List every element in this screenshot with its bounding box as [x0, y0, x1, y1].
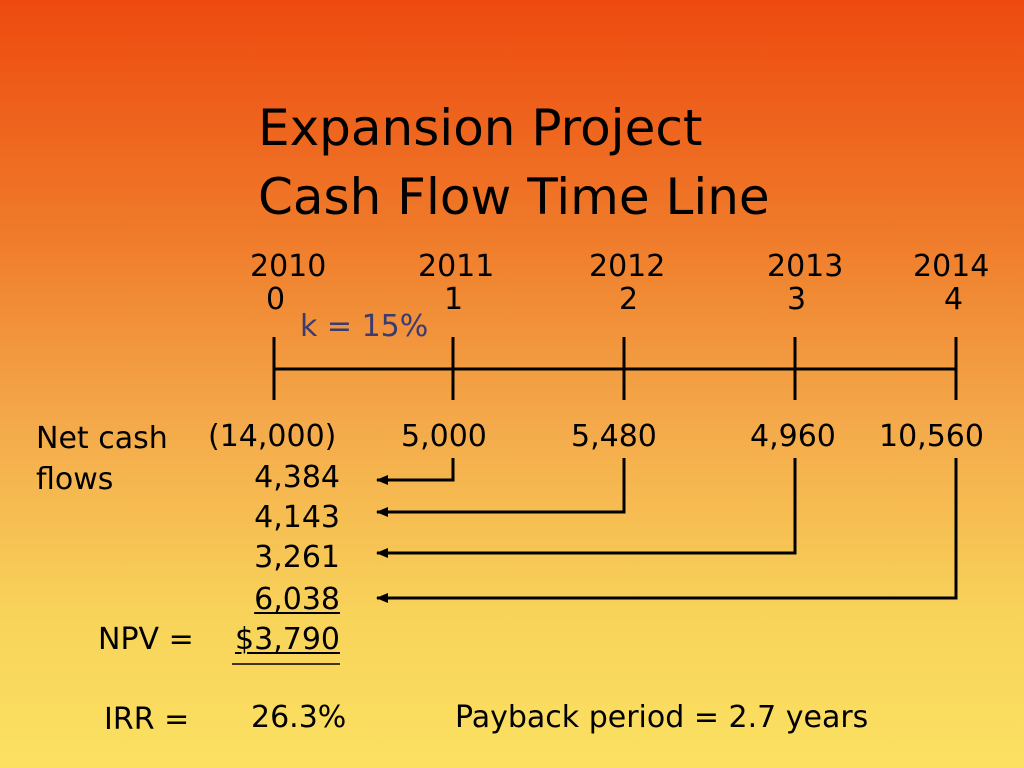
cash-flow-1: 5,000 — [401, 419, 487, 454]
net-cash-flows-label-line-1: Net cash — [36, 421, 168, 456]
discount-arrow-2 — [376, 458, 626, 517]
cash-flow-2: 5,480 — [571, 419, 657, 454]
period-4: 4 — [944, 282, 964, 317]
present-value-4: 6,038 — [254, 582, 340, 617]
period-1: 1 — [444, 282, 464, 317]
discount-arrow-4 — [376, 458, 958, 603]
irr-label: IRR = — [104, 702, 190, 737]
present-value-3: 3,261 — [254, 540, 340, 575]
discount-arrow-3 — [376, 458, 797, 558]
discount-rate-label: k = 15% — [300, 309, 429, 344]
period-2: 2 — [619, 282, 639, 317]
year-4: 2014 — [913, 249, 990, 284]
year-0: 2010 — [250, 249, 327, 284]
discount-arrow-1 — [376, 458, 455, 485]
period-0: 0 — [266, 282, 286, 317]
npv-label: NPV = — [98, 622, 194, 657]
payback-period: Payback period = 2.7 years — [455, 700, 869, 735]
title-line-1: Expansion Project — [258, 99, 703, 157]
cash-flow-0: (14,000) — [208, 419, 337, 454]
period-3: 3 — [787, 282, 807, 317]
year-2: 2012 — [589, 249, 666, 284]
irr-value: 26.3% — [251, 700, 347, 735]
cash-flow-4: 10,560 — [879, 419, 984, 454]
npv-value: $3,790 — [235, 622, 340, 657]
year-3: 2013 — [767, 249, 844, 284]
net-cash-flows-label-line-2: flows — [36, 462, 114, 497]
present-value-2: 4,143 — [254, 500, 340, 535]
cash-flow-3: 4,960 — [750, 419, 836, 454]
year-1: 2011 — [418, 249, 495, 284]
title-line-2: Cash Flow Time Line — [258, 168, 770, 226]
present-value-1: 4,384 — [254, 460, 340, 495]
